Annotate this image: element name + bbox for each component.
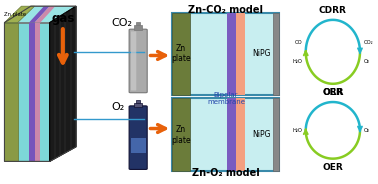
Text: NiPG: NiPG bbox=[252, 49, 271, 58]
Text: CO₂: CO₂ bbox=[364, 40, 373, 45]
Polygon shape bbox=[5, 23, 50, 161]
Text: CO: CO bbox=[294, 40, 302, 45]
Polygon shape bbox=[50, 6, 76, 161]
Bar bbox=[227, 13, 236, 95]
Polygon shape bbox=[35, 23, 40, 161]
Polygon shape bbox=[35, 6, 55, 23]
Text: CDRR: CDRR bbox=[319, 6, 347, 15]
Bar bbox=[135, 25, 142, 30]
Text: Zn-O₂ model: Zn-O₂ model bbox=[192, 168, 260, 178]
Text: OER: OER bbox=[322, 88, 343, 97]
Text: O₂: O₂ bbox=[364, 59, 370, 64]
Polygon shape bbox=[5, 6, 76, 23]
Text: O₂: O₂ bbox=[364, 128, 370, 133]
Polygon shape bbox=[5, 23, 18, 161]
Bar bbox=[135, 103, 142, 107]
Bar bbox=[227, 98, 236, 171]
Polygon shape bbox=[50, 6, 76, 161]
Text: CO₂: CO₂ bbox=[112, 18, 133, 28]
Bar bbox=[236, 98, 245, 171]
Text: Zn plate: Zn plate bbox=[4, 12, 26, 17]
Bar bbox=[172, 98, 190, 171]
Text: Zn
plate: Zn plate bbox=[171, 125, 191, 145]
Text: gas: gas bbox=[51, 13, 74, 25]
Bar bbox=[273, 98, 279, 171]
FancyBboxPatch shape bbox=[131, 31, 136, 91]
Text: Bipolar
membrane: Bipolar membrane bbox=[207, 92, 245, 105]
Text: OER: OER bbox=[322, 163, 343, 172]
Text: NiPG: NiPG bbox=[252, 130, 271, 139]
Polygon shape bbox=[29, 6, 50, 23]
FancyBboxPatch shape bbox=[129, 29, 147, 93]
Text: ORR: ORR bbox=[322, 89, 344, 98]
Bar bbox=[172, 13, 279, 95]
Text: Zn-CO₂ model: Zn-CO₂ model bbox=[188, 5, 263, 15]
Bar bbox=[172, 98, 279, 171]
Text: O₂: O₂ bbox=[112, 102, 125, 112]
Bar bbox=[136, 100, 140, 103]
FancyBboxPatch shape bbox=[129, 106, 147, 169]
Text: Zn
plate: Zn plate bbox=[171, 44, 191, 63]
Text: H₂O: H₂O bbox=[292, 59, 302, 64]
Bar bbox=[131, 138, 146, 153]
Bar bbox=[172, 13, 190, 95]
Text: H₂O: H₂O bbox=[292, 128, 302, 133]
Polygon shape bbox=[29, 23, 35, 161]
Polygon shape bbox=[5, 6, 35, 23]
Bar bbox=[273, 13, 279, 95]
Bar bbox=[236, 13, 245, 95]
Bar bbox=[136, 22, 140, 25]
